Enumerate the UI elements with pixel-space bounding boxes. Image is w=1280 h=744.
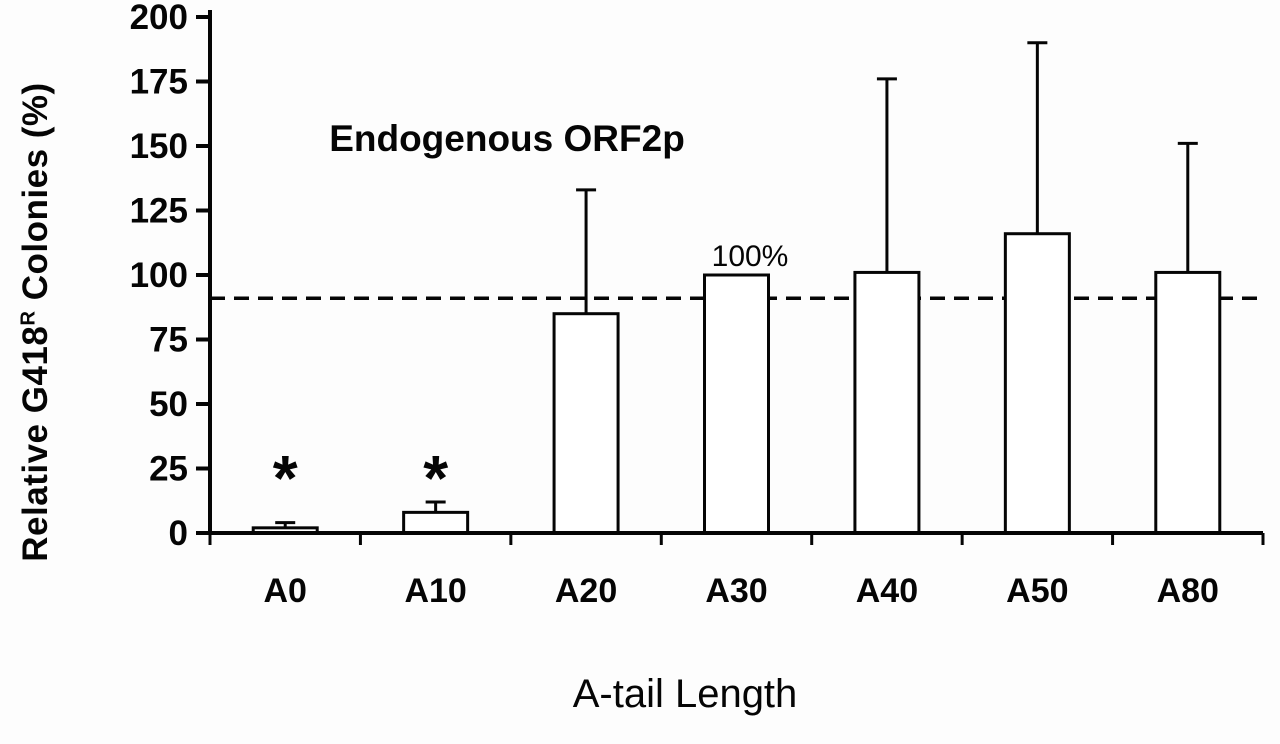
bar-A30: [703, 273, 770, 535]
y-tick-label-0: 0: [169, 514, 188, 553]
significance-asterisk-A10: *: [423, 442, 448, 514]
y-axis-title: Relative G418R Colonies (%): [16, 82, 56, 561]
y-tick-label-75: 75: [149, 321, 188, 360]
x-axis-title: A-tail Length: [572, 672, 798, 716]
x-category-label-A20: A20: [555, 572, 617, 610]
bar-A50: [1003, 232, 1071, 535]
x-category-label-A10: A10: [404, 572, 466, 610]
bar-A40: [853, 270, 921, 535]
x-category-label-A40: A40: [856, 572, 918, 610]
y-tick-label-25: 25: [149, 450, 188, 489]
y-axis-title-text: Relative G418: [16, 325, 55, 562]
significance-asterisk-A0: *: [273, 442, 298, 514]
x-category-label-A0: A0: [263, 572, 306, 610]
bar-A20: [552, 312, 620, 535]
y-axis-title-suffix: Colonies (%): [16, 82, 55, 311]
y-tick-label-125: 125: [130, 192, 188, 231]
y-tick-label-150: 150: [130, 127, 188, 166]
x-category-label-A80: A80: [1157, 572, 1219, 610]
y-tick-label-50: 50: [149, 385, 188, 424]
y-axis-title-superscript: R: [17, 310, 40, 326]
y-tick-label-100: 100: [130, 256, 188, 295]
chart-title: Endogenous ORF2p: [329, 118, 685, 159]
y-tick-label-175: 175: [130, 63, 188, 102]
x-category-label-A50: A50: [1006, 572, 1068, 610]
x-category-label-A30: A30: [705, 572, 767, 610]
bar-A10: [402, 510, 470, 535]
y-tick-label-200: 200: [130, 0, 188, 37]
reference-100-label: 100%: [711, 240, 789, 273]
bar-A80: [1154, 270, 1222, 535]
